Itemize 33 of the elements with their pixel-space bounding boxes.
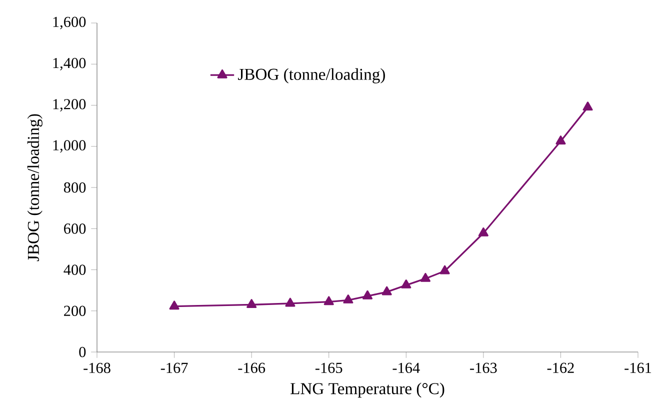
x-tick-label: -163 (470, 362, 497, 374)
x-tick-label: -165 (315, 362, 342, 374)
x-tick-label: -164 (392, 362, 420, 374)
x-tick-label: -166 (238, 362, 266, 374)
legend-label: JBOG (tonne/loading) (238, 68, 385, 84)
x-tick-label: -168 (84, 362, 110, 374)
y-tick-label: 800 (64, 182, 86, 193)
point (324, 296, 334, 306)
point (582, 102, 593, 111)
point (246, 299, 257, 308)
point (440, 265, 450, 274)
y-tick-label: 1,200 (53, 99, 86, 112)
point (362, 290, 373, 300)
y-tick-label: 600 (64, 224, 86, 234)
y-tick-label: 200 (64, 306, 86, 316)
x-tick-label: -167 (160, 362, 188, 374)
point (478, 227, 488, 236)
y-tick-label: 0 (79, 346, 86, 358)
point (556, 136, 566, 144)
x-tick-label: -162 (547, 362, 574, 374)
point (382, 286, 392, 296)
point (401, 280, 412, 288)
point (169, 300, 180, 310)
point (420, 272, 430, 282)
y-tick-label: 1,400 (53, 58, 86, 70)
y-tick-label: 1,000 (53, 140, 86, 153)
point (343, 294, 354, 304)
y-tick-label: 400 (64, 264, 86, 275)
y-axis-title: JBOG (tonne/loading) (27, 114, 42, 262)
x-axis-title: LNG Temperature (°C) (290, 382, 444, 398)
point (285, 298, 296, 307)
y-tick-label: 1,600 (53, 16, 86, 30)
x-tick-label: -161 (624, 362, 652, 374)
